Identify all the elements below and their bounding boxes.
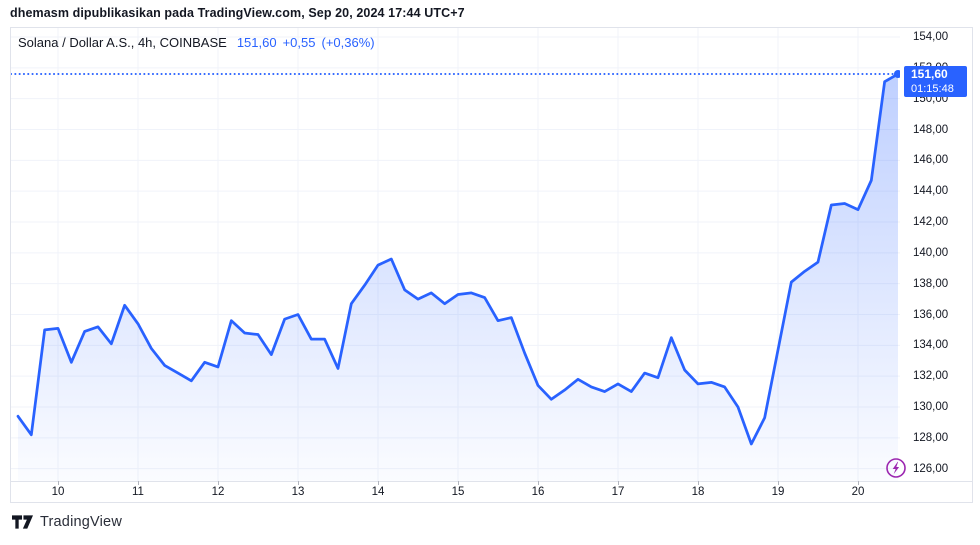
price-axis-label: 148,00 <box>913 123 949 136</box>
last-price-badge: 151,60 01:15:48 <box>904 66 967 97</box>
time-axis-label: 12 <box>211 486 225 498</box>
area-series <box>18 74 898 481</box>
time-axis-tick <box>857 481 859 485</box>
chart-widget: Solana / Dollar A.S., 4h, COINBASE 151,60… <box>10 27 973 503</box>
symbol-title[interactable]: Solana / Dollar A.S., 4h, COINBASE <box>18 35 227 50</box>
time-axis-tick <box>457 481 459 485</box>
time-axis-tick <box>537 481 539 485</box>
tradingview-logo-icon <box>12 515 33 529</box>
price-line <box>16 72 900 446</box>
price-axis-label: 128,00 <box>913 431 949 444</box>
price-axis-label: 130,00 <box>913 401 949 413</box>
last-price-dot <box>893 70 900 78</box>
time-axis-label: 16 <box>531 486 545 498</box>
price-axis-label: 146,00 <box>913 154 949 167</box>
bar-countdown-label: 01:15:48 <box>911 83 954 95</box>
time-axis-tick <box>58 481 59 485</box>
time-axis-label: 19 <box>771 486 785 498</box>
price-axis-label: 140,00 <box>913 246 949 259</box>
price-axis-label: 134,00 <box>913 339 949 352</box>
time-axis-tick <box>218 481 219 485</box>
time-axis-label: 10 <box>51 486 65 498</box>
time-axis-separator <box>11 481 972 482</box>
time-axis-tick <box>777 481 779 485</box>
last-price-value: 151,60 <box>236 35 277 50</box>
tradingview-attribution[interactable]: TradingView <box>12 514 122 530</box>
time-axis-label: 20 <box>851 486 865 498</box>
time-axis-tick <box>377 481 379 485</box>
last-price-label: 151,60 <box>911 67 948 81</box>
time-axis-tick <box>138 481 139 485</box>
tradingview-logo-text: TradingView <box>40 514 122 530</box>
price-axis-label: 138,00 <box>913 277 949 290</box>
time-axis-tick <box>297 481 299 485</box>
publish-attribution-text: dhemasm dipublikasikan pada TradingView.… <box>10 6 465 20</box>
time-axis-label: 14 <box>371 486 385 498</box>
chart-legend[interactable]: Solana / Dollar A.S., 4h, COINBASE 151,60… <box>18 35 381 50</box>
time-axis-label: 13 <box>291 486 305 498</box>
price-axis-label: 142,00 <box>913 216 949 228</box>
price-axis-label: 144,00 <box>913 185 949 198</box>
time-axis-label: 18 <box>691 486 705 498</box>
realtime-flash-icon <box>886 458 906 478</box>
price-axis-label: 154,00 <box>913 31 949 43</box>
price-chart-canvas[interactable] <box>11 28 900 481</box>
time-axis-tick <box>697 481 699 485</box>
price-axis-label: 126,00 <box>913 462 949 475</box>
time-axis-label: 15 <box>451 486 465 498</box>
time-axis-label: 11 <box>132 486 144 498</box>
price-change-percent: (+0,36%) <box>321 35 375 50</box>
time-axis-tick <box>617 481 619 485</box>
price-change-value: +0,55 <box>282 35 316 50</box>
time-axis-label: 17 <box>611 486 625 498</box>
price-axis-label: 132,00 <box>913 370 949 383</box>
price-axis-label: 136,00 <box>913 308 949 321</box>
quote-values: 151,60 +0,55 (+0,36%) <box>237 35 381 50</box>
